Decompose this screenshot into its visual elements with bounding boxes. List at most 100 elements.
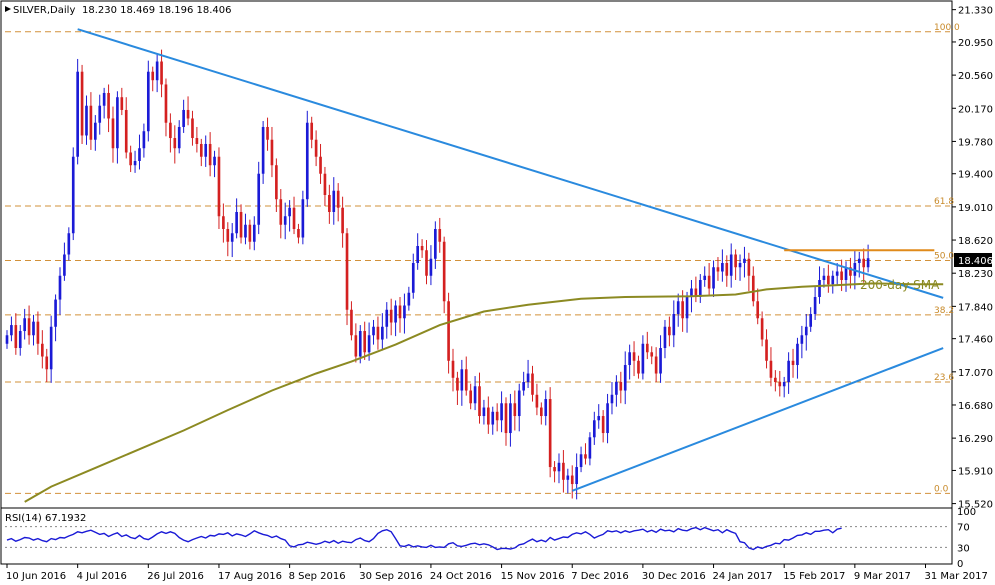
current-price-label: 18.406 xyxy=(958,256,993,267)
candle-body xyxy=(522,382,525,391)
x-tick-label: 9 Mar 2017 xyxy=(854,571,911,582)
candle-body xyxy=(297,228,300,238)
rsi-tick-label: 70 xyxy=(957,523,970,534)
candle-body xyxy=(129,152,132,166)
candle-body xyxy=(703,275,707,281)
sma-200-line xyxy=(24,282,944,503)
candle-body xyxy=(230,233,234,242)
candle-body xyxy=(442,241,446,302)
trendlines xyxy=(77,28,944,492)
y-tick-label: 18.620 xyxy=(958,236,993,247)
candle-body xyxy=(632,352,636,361)
candle-body xyxy=(336,190,340,208)
sma-line xyxy=(24,282,944,503)
candle-body xyxy=(760,318,764,340)
chart-ohlc: 18.230 18.469 18.196 18.406 xyxy=(82,5,232,16)
candle-body xyxy=(169,122,172,139)
fib-label: 38.2 xyxy=(934,306,954,316)
candle-body xyxy=(301,199,305,238)
candle-body xyxy=(283,216,287,225)
y-tick-label: 20.560 xyxy=(958,71,993,82)
x-tick-label: 15 Feb 2017 xyxy=(783,571,845,582)
candle-body xyxy=(407,292,411,306)
candle-body xyxy=(676,301,680,315)
x-tick-label: 26 Jul 2016 xyxy=(147,571,204,582)
candle-body xyxy=(23,318,26,332)
candle-body xyxy=(575,467,578,485)
candle-body xyxy=(796,343,799,366)
y-tick-label: 20.950 xyxy=(958,38,993,49)
candle-body xyxy=(248,224,252,242)
y-tick-label: 19.010 xyxy=(958,203,993,214)
candle-body xyxy=(381,326,384,340)
x-tick-label: 17 Aug 2016 xyxy=(218,571,282,582)
y-tick-label: 17.460 xyxy=(958,335,993,346)
candle-body xyxy=(526,373,530,383)
candle-body xyxy=(292,207,296,229)
candle-body xyxy=(107,92,110,119)
candle-body xyxy=(456,377,459,391)
candle-body xyxy=(389,309,393,323)
y-tick-label: 17.840 xyxy=(958,302,993,313)
candle-body xyxy=(544,399,548,417)
candle-body xyxy=(827,275,830,285)
chart-symbol: SILVER,Daily xyxy=(13,5,75,16)
candle-body xyxy=(584,454,587,459)
trendline-rising-support xyxy=(571,347,944,492)
candle-body xyxy=(844,267,848,281)
candle-body xyxy=(464,369,468,391)
candle-body xyxy=(151,71,155,81)
fib-label: 0.0 xyxy=(934,484,949,494)
x-tick-label: 8 Sep 2016 xyxy=(289,571,346,582)
candle-body xyxy=(354,335,358,357)
rsi-tick-label: 0 xyxy=(957,559,963,570)
candle-body xyxy=(482,407,486,417)
y-tick-label: 16.680 xyxy=(958,401,993,412)
candle-body xyxy=(849,267,852,276)
candle-body xyxy=(305,122,309,200)
candle-body xyxy=(460,369,464,391)
candle-body xyxy=(615,382,618,395)
candle-body xyxy=(588,437,592,459)
candle-body xyxy=(5,335,9,344)
candle-body xyxy=(619,382,623,391)
candle-body xyxy=(341,207,344,234)
chart-frame xyxy=(0,0,953,565)
candle-body xyxy=(235,211,238,234)
candle-body xyxy=(721,263,724,272)
x-tick-label: 24 Jan 2017 xyxy=(713,571,773,582)
sma-label: 200-day SMA xyxy=(860,278,940,292)
candle-body xyxy=(252,224,256,242)
header-arrow-icon xyxy=(5,6,11,12)
candle-body xyxy=(314,139,318,157)
candle-body xyxy=(707,275,711,289)
candle-body xyxy=(659,348,662,374)
x-tick-label: 30 Dec 2016 xyxy=(642,571,706,582)
candle-body xyxy=(451,360,455,378)
candle-body xyxy=(654,356,658,374)
y-tick-label: 19.780 xyxy=(958,137,993,148)
candle-body xyxy=(93,122,97,140)
candle-body xyxy=(491,411,495,425)
candle-body xyxy=(420,245,424,251)
candle-body xyxy=(782,382,786,387)
candle-body xyxy=(257,173,261,225)
candle-body xyxy=(239,211,243,238)
candle-body xyxy=(133,160,137,166)
candle-body xyxy=(787,360,790,383)
candle-body xyxy=(765,339,768,361)
rsi-line xyxy=(6,526,842,551)
candle-body xyxy=(142,131,146,149)
candle-body xyxy=(425,250,428,276)
candle-body xyxy=(98,105,102,123)
candle-body xyxy=(672,314,676,336)
candle-body xyxy=(579,454,583,468)
candle-body xyxy=(469,390,472,404)
fib-label: 50.0 xyxy=(934,251,954,261)
candle-body xyxy=(725,263,729,276)
candle-body xyxy=(416,245,420,264)
candle-body xyxy=(124,109,128,153)
candle-body xyxy=(18,331,22,349)
candle-body xyxy=(319,156,322,174)
